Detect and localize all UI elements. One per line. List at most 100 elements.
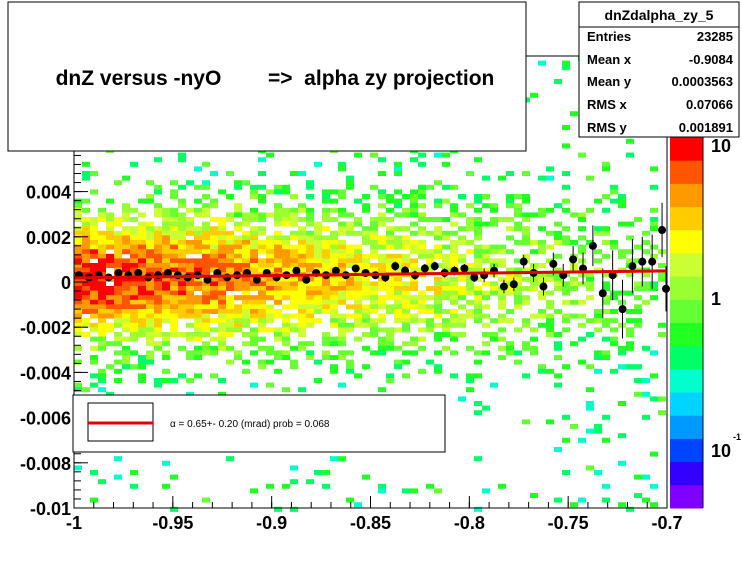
heat-cell: [338, 382, 346, 388]
heat-cell: [650, 483, 658, 489]
heat-cell: [410, 194, 418, 199]
palette-swatch: [670, 137, 703, 161]
heat-cell: [314, 290, 322, 296]
heat-cell: [130, 258, 138, 264]
heat-cell: [346, 226, 354, 232]
heat-cell: [594, 198, 602, 204]
heat-cell: [370, 309, 378, 314]
heat-cell: [138, 221, 146, 227]
heat-cell: [498, 313, 506, 319]
heat-cell: [530, 350, 538, 356]
heat-cell: [98, 327, 106, 333]
heat-cell: [394, 203, 402, 209]
heat-cell: [378, 299, 386, 305]
heat-cell: [234, 350, 242, 356]
heat-cell: [362, 230, 370, 236]
heat-cell: [122, 286, 130, 291]
heat-cell: [122, 207, 130, 213]
heat-cell: [586, 364, 594, 370]
heat-cell: [210, 295, 218, 301]
heat-cell: [346, 258, 354, 264]
heat-cell: [570, 212, 578, 218]
heat-cell: [226, 212, 234, 218]
heat-cell: [546, 258, 554, 264]
heat-cell: [554, 341, 562, 347]
heat-cell: [394, 198, 402, 204]
heat-cell: [538, 368, 546, 374]
heat-cell: [298, 244, 306, 250]
heat-cell: [146, 309, 154, 314]
heat-cell: [626, 258, 634, 264]
heat-cell: [218, 295, 226, 301]
heat-cell: [106, 295, 114, 301]
heat-cell: [194, 267, 202, 273]
heat-cell: [146, 318, 154, 324]
heat-cell: [434, 230, 442, 236]
heat-cell: [162, 217, 170, 222]
heat-cell: [322, 207, 330, 213]
heat-cell: [74, 327, 82, 333]
heat-cell: [218, 313, 226, 319]
heat-cell: [418, 189, 426, 195]
heat-cell: [226, 281, 234, 287]
heat-cell: [170, 295, 178, 301]
heat-cell: [258, 313, 266, 319]
heat-cell: [314, 470, 322, 475]
heat-cell: [402, 212, 410, 218]
x-tick-label: -0.7: [651, 513, 682, 533]
heat-cell: [250, 332, 258, 337]
heat-cell: [210, 203, 218, 209]
heat-cell: [490, 203, 498, 209]
heat-cell: [122, 212, 130, 218]
heat-cell: [610, 184, 618, 190]
heat-cell: [410, 207, 418, 213]
heat-cell: [274, 350, 282, 356]
heat-cell: [554, 345, 562, 351]
heat-cell: [338, 350, 346, 356]
heat-cell: [250, 240, 258, 245]
heat-cell: [378, 217, 386, 222]
heat-cell: [602, 295, 610, 301]
heat-cell: [218, 332, 226, 337]
heat-cell: [226, 194, 234, 199]
heat-cell: [106, 230, 114, 236]
heat-cell: [626, 138, 634, 144]
palette-swatch: [670, 160, 703, 184]
heat-cell: [154, 267, 162, 273]
heat-cell: [522, 212, 530, 218]
heat-cell: [114, 240, 122, 245]
heat-cell: [202, 207, 210, 213]
heat-cell: [554, 355, 562, 360]
stats-entries-value: 23285: [697, 29, 733, 44]
heat-cell: [74, 332, 82, 337]
heat-cell: [194, 166, 202, 172]
heat-cell: [378, 387, 386, 393]
heat-cell: [314, 226, 322, 232]
heat-cell: [242, 332, 250, 337]
heat-cell: [586, 272, 594, 278]
heat-cell: [402, 373, 410, 379]
heat-cell: [338, 230, 346, 236]
heat-cell: [322, 194, 330, 199]
heat-cell: [170, 258, 178, 264]
heat-cell: [362, 281, 370, 287]
heat-cell: [642, 345, 650, 351]
heat-cell: [258, 198, 266, 204]
heat-cell: [434, 253, 442, 259]
heat-cell: [586, 207, 594, 213]
heat-cell: [370, 295, 378, 301]
heat-cell: [594, 428, 602, 434]
heat-cell: [442, 258, 450, 264]
heat-cell: [202, 221, 210, 227]
stats-entries-label: Entries: [587, 29, 631, 44]
heat-cell: [266, 212, 274, 218]
heat-cell: [170, 244, 178, 250]
heat-cell: [474, 258, 482, 264]
heat-cell: [442, 244, 450, 250]
heat-cell: [250, 295, 258, 301]
heat-cell: [362, 322, 370, 328]
heat-cell: [98, 281, 106, 287]
heat-cell: [386, 276, 394, 282]
heat-cell: [210, 217, 218, 222]
heat-cell: [322, 350, 330, 356]
